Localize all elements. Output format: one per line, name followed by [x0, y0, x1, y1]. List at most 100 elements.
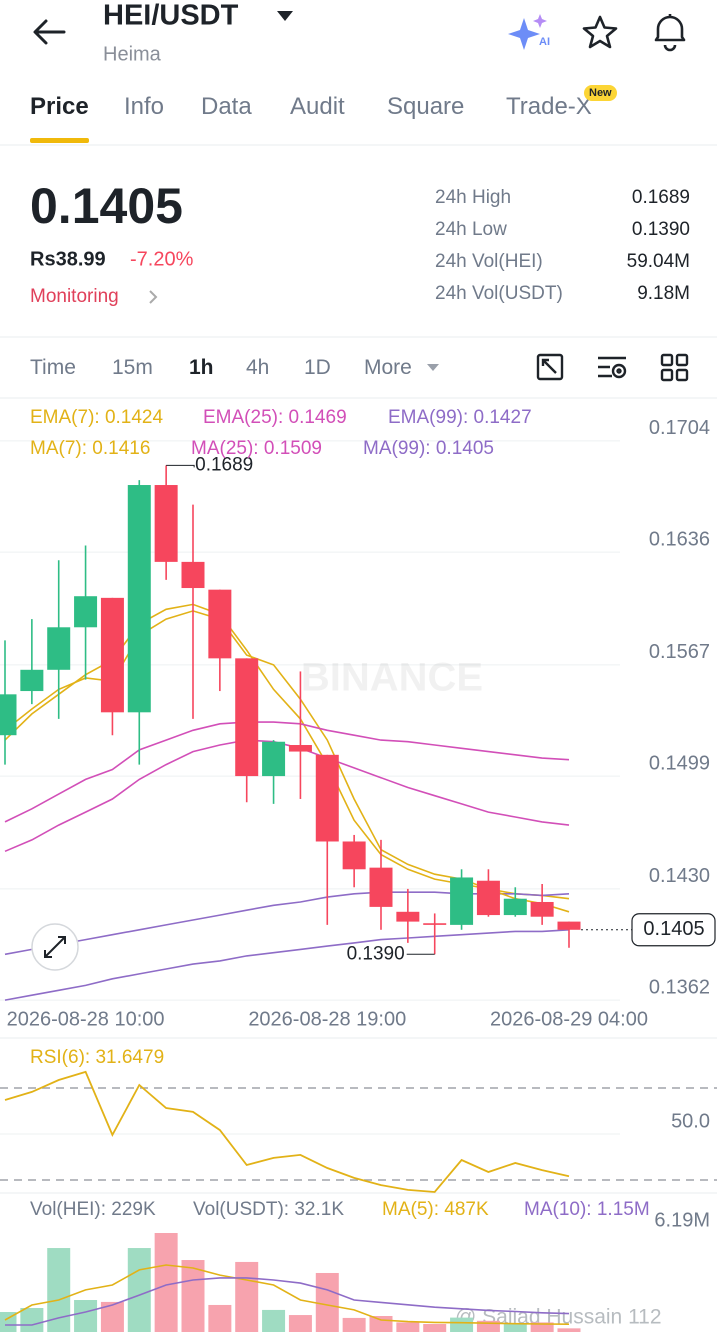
x-tick-label: 2026-08-29 04:00	[490, 1008, 648, 1030]
candle-body	[503, 898, 527, 916]
stat-label: 24h Low	[435, 219, 507, 240]
volume-bar	[476, 1320, 500, 1332]
volume-label: Vol(USDT): 32.1K	[193, 1199, 344, 1220]
stat-value: 9.18M	[637, 283, 690, 304]
ai-button[interactable]: AI	[508, 14, 550, 50]
candle-body	[154, 485, 178, 562]
tab-underline	[30, 138, 89, 143]
candle-body	[20, 669, 44, 692]
candle-body	[476, 880, 500, 916]
back-button[interactable]	[33, 19, 66, 45]
volume-bar	[154, 1233, 178, 1332]
y-tick-label: 0.1636	[649, 528, 710, 550]
fullscreen-chart-button[interactable]	[536, 353, 564, 381]
candle-body	[74, 596, 98, 628]
stat-value: 0.1689	[631, 187, 690, 208]
notification-button[interactable]	[654, 14, 686, 52]
new-badge: New	[584, 85, 617, 101]
x-tick-label: 2026-08-28 19:00	[248, 1008, 406, 1030]
volume-bar	[20, 1308, 44, 1332]
ai-label: AI	[539, 36, 550, 48]
volume-bar	[208, 1304, 232, 1332]
legend-entry: MA(10): 1.15M	[524, 1199, 650, 1220]
candle-body	[369, 867, 393, 907]
candle-body	[450, 877, 474, 925]
indicator-line	[4, 721, 570, 823]
candle-body	[530, 901, 554, 917]
candle-body	[262, 741, 286, 777]
volume-bar	[47, 1248, 71, 1332]
last-price-label: 0.1405	[643, 918, 704, 940]
more-caret[interactable]	[427, 364, 439, 371]
candle-body	[396, 911, 420, 922]
candle-body	[423, 923, 447, 925]
y-tick-label: 0.1567	[649, 641, 710, 663]
candle-body	[235, 658, 259, 777]
volume-bar	[530, 1322, 554, 1332]
expand-chart-button[interactable]	[31, 923, 79, 971]
legend-entry: EMA(7): 0.1424	[30, 407, 163, 428]
chart-watermark: BINANCE	[301, 656, 483, 700]
volume-bar	[503, 1324, 527, 1332]
monitoring-chevron[interactable]	[149, 290, 158, 304]
volume-bar	[235, 1261, 259, 1332]
rsi-line	[4, 1070, 570, 1193]
volume-bar	[557, 1328, 581, 1332]
candle-body	[127, 485, 151, 713]
volume-bar	[262, 1309, 286, 1332]
volume-label: Vol(HEI): 229K	[30, 1199, 156, 1220]
indicator-line	[5, 1277, 570, 1326]
layout-button[interactable]	[660, 353, 689, 382]
interval-option[interactable]: 15m	[112, 356, 153, 379]
legend-entry: MA(5): 487K	[382, 1199, 489, 1220]
last-price: 0.1405	[30, 178, 183, 234]
indicator-settings-button[interactable]	[598, 356, 627, 379]
stat-value: 0.1390	[631, 219, 690, 240]
indicator-line	[4, 891, 570, 956]
tab[interactable]: Price	[30, 93, 89, 120]
pair-title[interactable]: HEI/USDT	[103, 0, 239, 32]
legend-entry: MA(99): 0.1405	[363, 438, 494, 459]
interval-option[interactable]: Time	[30, 356, 76, 379]
legend-entry: EMA(99): 0.1427	[388, 407, 532, 428]
stat-label: 24h Vol(USDT)	[435, 283, 563, 304]
volume-bar	[450, 1317, 474, 1332]
indicator-line	[4, 1264, 570, 1325]
volume-bar	[396, 1322, 420, 1332]
x-tick-label: 2026-08-28 10:00	[7, 1008, 165, 1030]
tab[interactable]: Data	[201, 93, 252, 120]
monitoring-link[interactable]: Monitoring	[30, 286, 119, 307]
candle-body	[0, 694, 17, 736]
stat-label: 24h High	[435, 187, 512, 208]
high-label: 0.1689	[195, 454, 253, 475]
rsi-title: RSI(6): 31.6479	[30, 1047, 164, 1068]
tab[interactable]: Square	[387, 93, 465, 120]
symbol-dropdown[interactable]	[277, 11, 293, 21]
stat-value: 59.04M	[626, 251, 690, 272]
interval-option[interactable]: More	[364, 356, 412, 379]
tab[interactable]: Audit	[290, 93, 345, 120]
volume-bar	[181, 1260, 205, 1332]
candle-body	[315, 754, 339, 842]
indicator-line	[4, 610, 570, 913]
volume-bar	[288, 1315, 312, 1332]
tab[interactable]: Info	[124, 93, 165, 120]
y-tick-label: 6.19M	[654, 1209, 710, 1231]
candle-body	[181, 561, 205, 589]
favorite-button[interactable]	[582, 15, 618, 49]
interval-option[interactable]: 1D	[304, 356, 331, 379]
y-tick-label: 0.1704	[649, 417, 710, 439]
y-tick-label: 0.1499	[649, 752, 710, 774]
interval-option[interactable]: 1h	[189, 356, 214, 379]
last-price-box	[631, 913, 716, 947]
stat-label: 24h Vol(HEI)	[435, 251, 543, 272]
interval-option[interactable]: 4h	[246, 356, 270, 379]
low-label: 0.1390	[347, 943, 405, 964]
volume-bar	[423, 1324, 447, 1332]
volume-bar	[74, 1300, 98, 1332]
indicator-line	[4, 739, 570, 853]
y-tick-label: 50.0	[671, 1110, 710, 1132]
legend-entry: MA(25): 0.1509	[191, 438, 322, 459]
tab[interactable]: Trade-X	[506, 93, 592, 120]
